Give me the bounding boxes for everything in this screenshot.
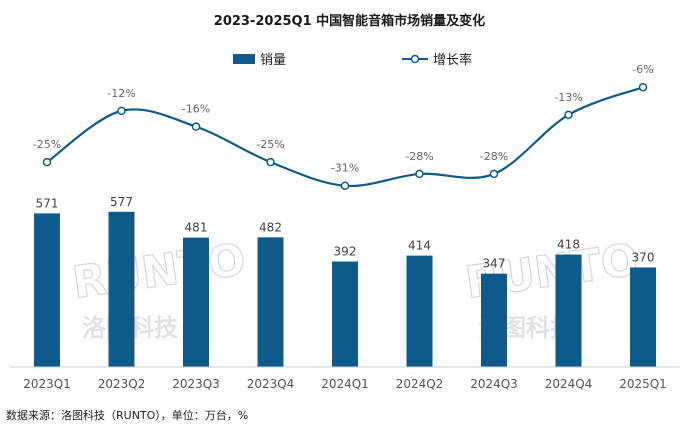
x-tick-label: 2025Q1 [619,377,667,391]
bar-2023Q4 [257,237,284,367]
growth-point [340,181,350,190]
bar-value-label: 481 [185,221,208,235]
legend-bar-swatch [233,54,255,64]
bar-2024Q1 [332,261,358,367]
bar-2025Q1 [630,267,656,367]
x-axis-ticks: 2023Q1 2023Q2 2023Q3 2023Q4 2024Q1 2024Q2 2024… [23,377,667,391]
source-note: 数据来源：洛图科技（RUNTO），单位：万台，% [6,408,248,422]
legend-bar-label: 销量 [260,53,286,68]
legend-line-marker [410,54,420,64]
growth-value-label: -28% [480,150,508,163]
growth-point [415,169,424,179]
growth-point [638,82,648,92]
bar-2023Q1 [34,213,60,367]
legend-line-label: 增长率 [433,52,472,68]
growth-point [266,157,275,167]
bar-value-label: 418 [557,238,580,252]
legend: 销量 增长率 [233,52,472,68]
bar-value-label: 392 [334,245,357,259]
growth-value-label: -28% [405,150,433,163]
bar-2024Q2 [406,255,433,367]
chart-title: 2023-2025Q1 中国智能音箱市场销量及变化 [214,13,485,29]
growth-line-layer: -25% -12% -16% -25% -31% -28% -28% -13% -6% [33,63,654,190]
x-tick-label: 2024Q2 [396,377,444,391]
growth-value-label: -31% [331,162,359,175]
bars-layer: 571 577 481 482 392 414 347 418 370 [34,195,656,367]
growth-value-label: -12% [107,87,135,100]
bar-value-label: 414 [408,239,431,253]
growth-value-label: -6% [632,63,653,76]
bar-value-label: 482 [259,220,282,234]
x-tick-label: 2023Q1 [23,377,71,391]
x-tick-label: 2023Q2 [98,377,146,391]
x-tick-label: 2023Q3 [172,377,220,391]
growth-point [564,110,573,120]
growth-point [191,122,201,131]
bar-2024Q3 [481,273,507,367]
growth-value-label: -25% [33,138,61,151]
x-tick-label: 2024Q4 [545,377,593,391]
growth-point [117,106,126,116]
growth-point [489,169,499,179]
x-tick-label: 2023Q4 [247,377,295,391]
growth-point [42,157,52,167]
bar-value-label: 370 [632,250,655,264]
growth-value-label: -13% [554,91,582,104]
growth-value-label: -16% [182,103,210,116]
x-tick-label: 2024Q3 [470,377,518,391]
bar-2023Q2 [108,211,135,367]
bar-value-label: 571 [36,196,59,210]
x-tick-label: 2024Q1 [321,377,369,391]
watermark-left: RUNTO 洛图科技 [69,234,249,342]
bar-2024Q4 [555,254,582,367]
bar-value-label: 577 [110,195,133,209]
bar-value-label: 347 [483,257,506,271]
bar-2023Q3 [183,237,209,367]
growth-value-label: -25% [256,138,284,151]
watermark-brand: RUNTO [69,234,248,309]
